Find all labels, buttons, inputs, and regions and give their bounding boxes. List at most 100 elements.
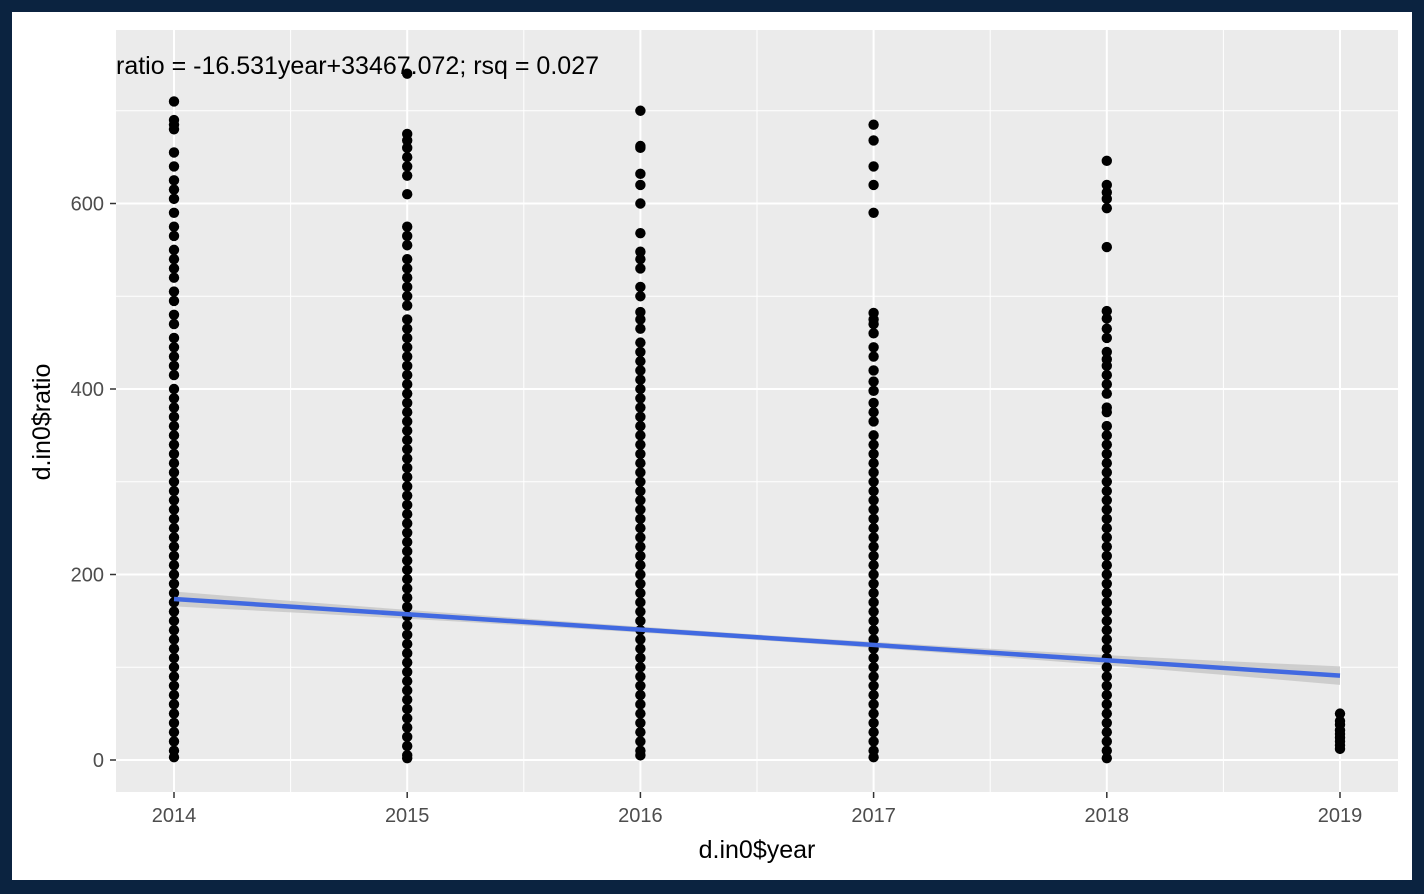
data-point (868, 717, 879, 729)
data-point (1101, 476, 1113, 487)
data-point (868, 485, 879, 497)
data-point (402, 151, 413, 163)
data-point (168, 643, 180, 654)
data-point (402, 546, 413, 557)
data-point (168, 587, 180, 599)
data-point (168, 369, 180, 381)
data-point (168, 606, 180, 617)
data-point (402, 555, 413, 566)
data-point (402, 731, 413, 743)
data-point (1101, 736, 1113, 747)
data-point (635, 355, 646, 367)
data-point (168, 393, 180, 404)
data-point (402, 263, 413, 274)
data-point (402, 657, 413, 668)
data-point (1101, 360, 1113, 372)
data-point (635, 560, 646, 571)
data-point (868, 662, 879, 673)
data-point (402, 518, 413, 529)
data-point (1101, 388, 1113, 399)
data-point (635, 680, 646, 691)
data-point (1101, 485, 1113, 497)
data-point (168, 550, 180, 562)
data-point (1101, 560, 1113, 571)
data-point (402, 406, 413, 418)
data-point (402, 444, 413, 455)
data-point (168, 439, 180, 450)
data-point (168, 402, 180, 413)
data-point (168, 708, 180, 719)
data-point (168, 351, 180, 362)
data-point (635, 227, 646, 239)
data-point (1101, 708, 1113, 719)
data-point (168, 309, 180, 320)
data-point (868, 513, 879, 525)
data-point (1101, 202, 1113, 214)
y-tick-label: 0 (93, 750, 104, 772)
data-point (402, 629, 413, 640)
data-point (168, 411, 180, 423)
data-point (402, 648, 413, 659)
data-point (868, 397, 879, 409)
data-point (868, 624, 879, 636)
data-point (1101, 305, 1113, 317)
data-point (168, 485, 180, 497)
data-point (868, 342, 879, 353)
data-point (635, 198, 646, 209)
data-point (635, 717, 646, 729)
regression-annotation: ratio = -16.531year+33467.072; rsq = 0.0… (116, 52, 599, 80)
data-point (635, 606, 646, 617)
data-point (168, 578, 180, 589)
data-point (868, 385, 879, 397)
data-point (868, 522, 879, 534)
data-point (635, 168, 646, 180)
x-tick-label: 2017 (851, 805, 896, 827)
data-point (1101, 671, 1113, 682)
data-point (635, 430, 646, 441)
data-point (168, 652, 180, 664)
data-point (868, 430, 879, 441)
data-point (635, 736, 646, 747)
data-point (868, 179, 879, 191)
data-point (402, 369, 413, 381)
data-point (1101, 541, 1113, 552)
data-point (868, 652, 879, 664)
data-point (168, 726, 180, 738)
data-point (1101, 689, 1113, 701)
data-point (168, 295, 180, 307)
data-point (868, 376, 879, 387)
data-point (868, 578, 879, 589)
data-point (168, 332, 180, 344)
data-point (402, 509, 413, 520)
data-point (402, 740, 413, 752)
data-point (868, 476, 879, 487)
data-point (402, 592, 413, 603)
data-point (168, 420, 180, 432)
data-point (1101, 597, 1113, 608)
data-point (402, 360, 413, 372)
data-point (868, 689, 879, 701)
data-point (168, 286, 180, 297)
data-point (635, 365, 646, 376)
data-point (168, 221, 180, 232)
data-point (168, 193, 180, 205)
x-tick-label: 2014 (152, 805, 197, 827)
data-point (868, 726, 879, 738)
data-point (635, 522, 646, 534)
data-point (868, 467, 879, 478)
data-point (402, 685, 413, 696)
data-point (168, 448, 180, 460)
data-point (402, 666, 413, 678)
data-point (402, 471, 413, 483)
data-point (402, 694, 413, 705)
data-point (1101, 680, 1113, 691)
x-tick-label: 2016 (618, 805, 663, 827)
data-point (868, 458, 879, 469)
data-point (168, 624, 180, 636)
data-point (1101, 624, 1113, 636)
data-point (1101, 662, 1113, 673)
data-point (868, 365, 879, 376)
data-point (635, 323, 646, 334)
data-points (168, 68, 1346, 764)
data-point (635, 263, 646, 274)
